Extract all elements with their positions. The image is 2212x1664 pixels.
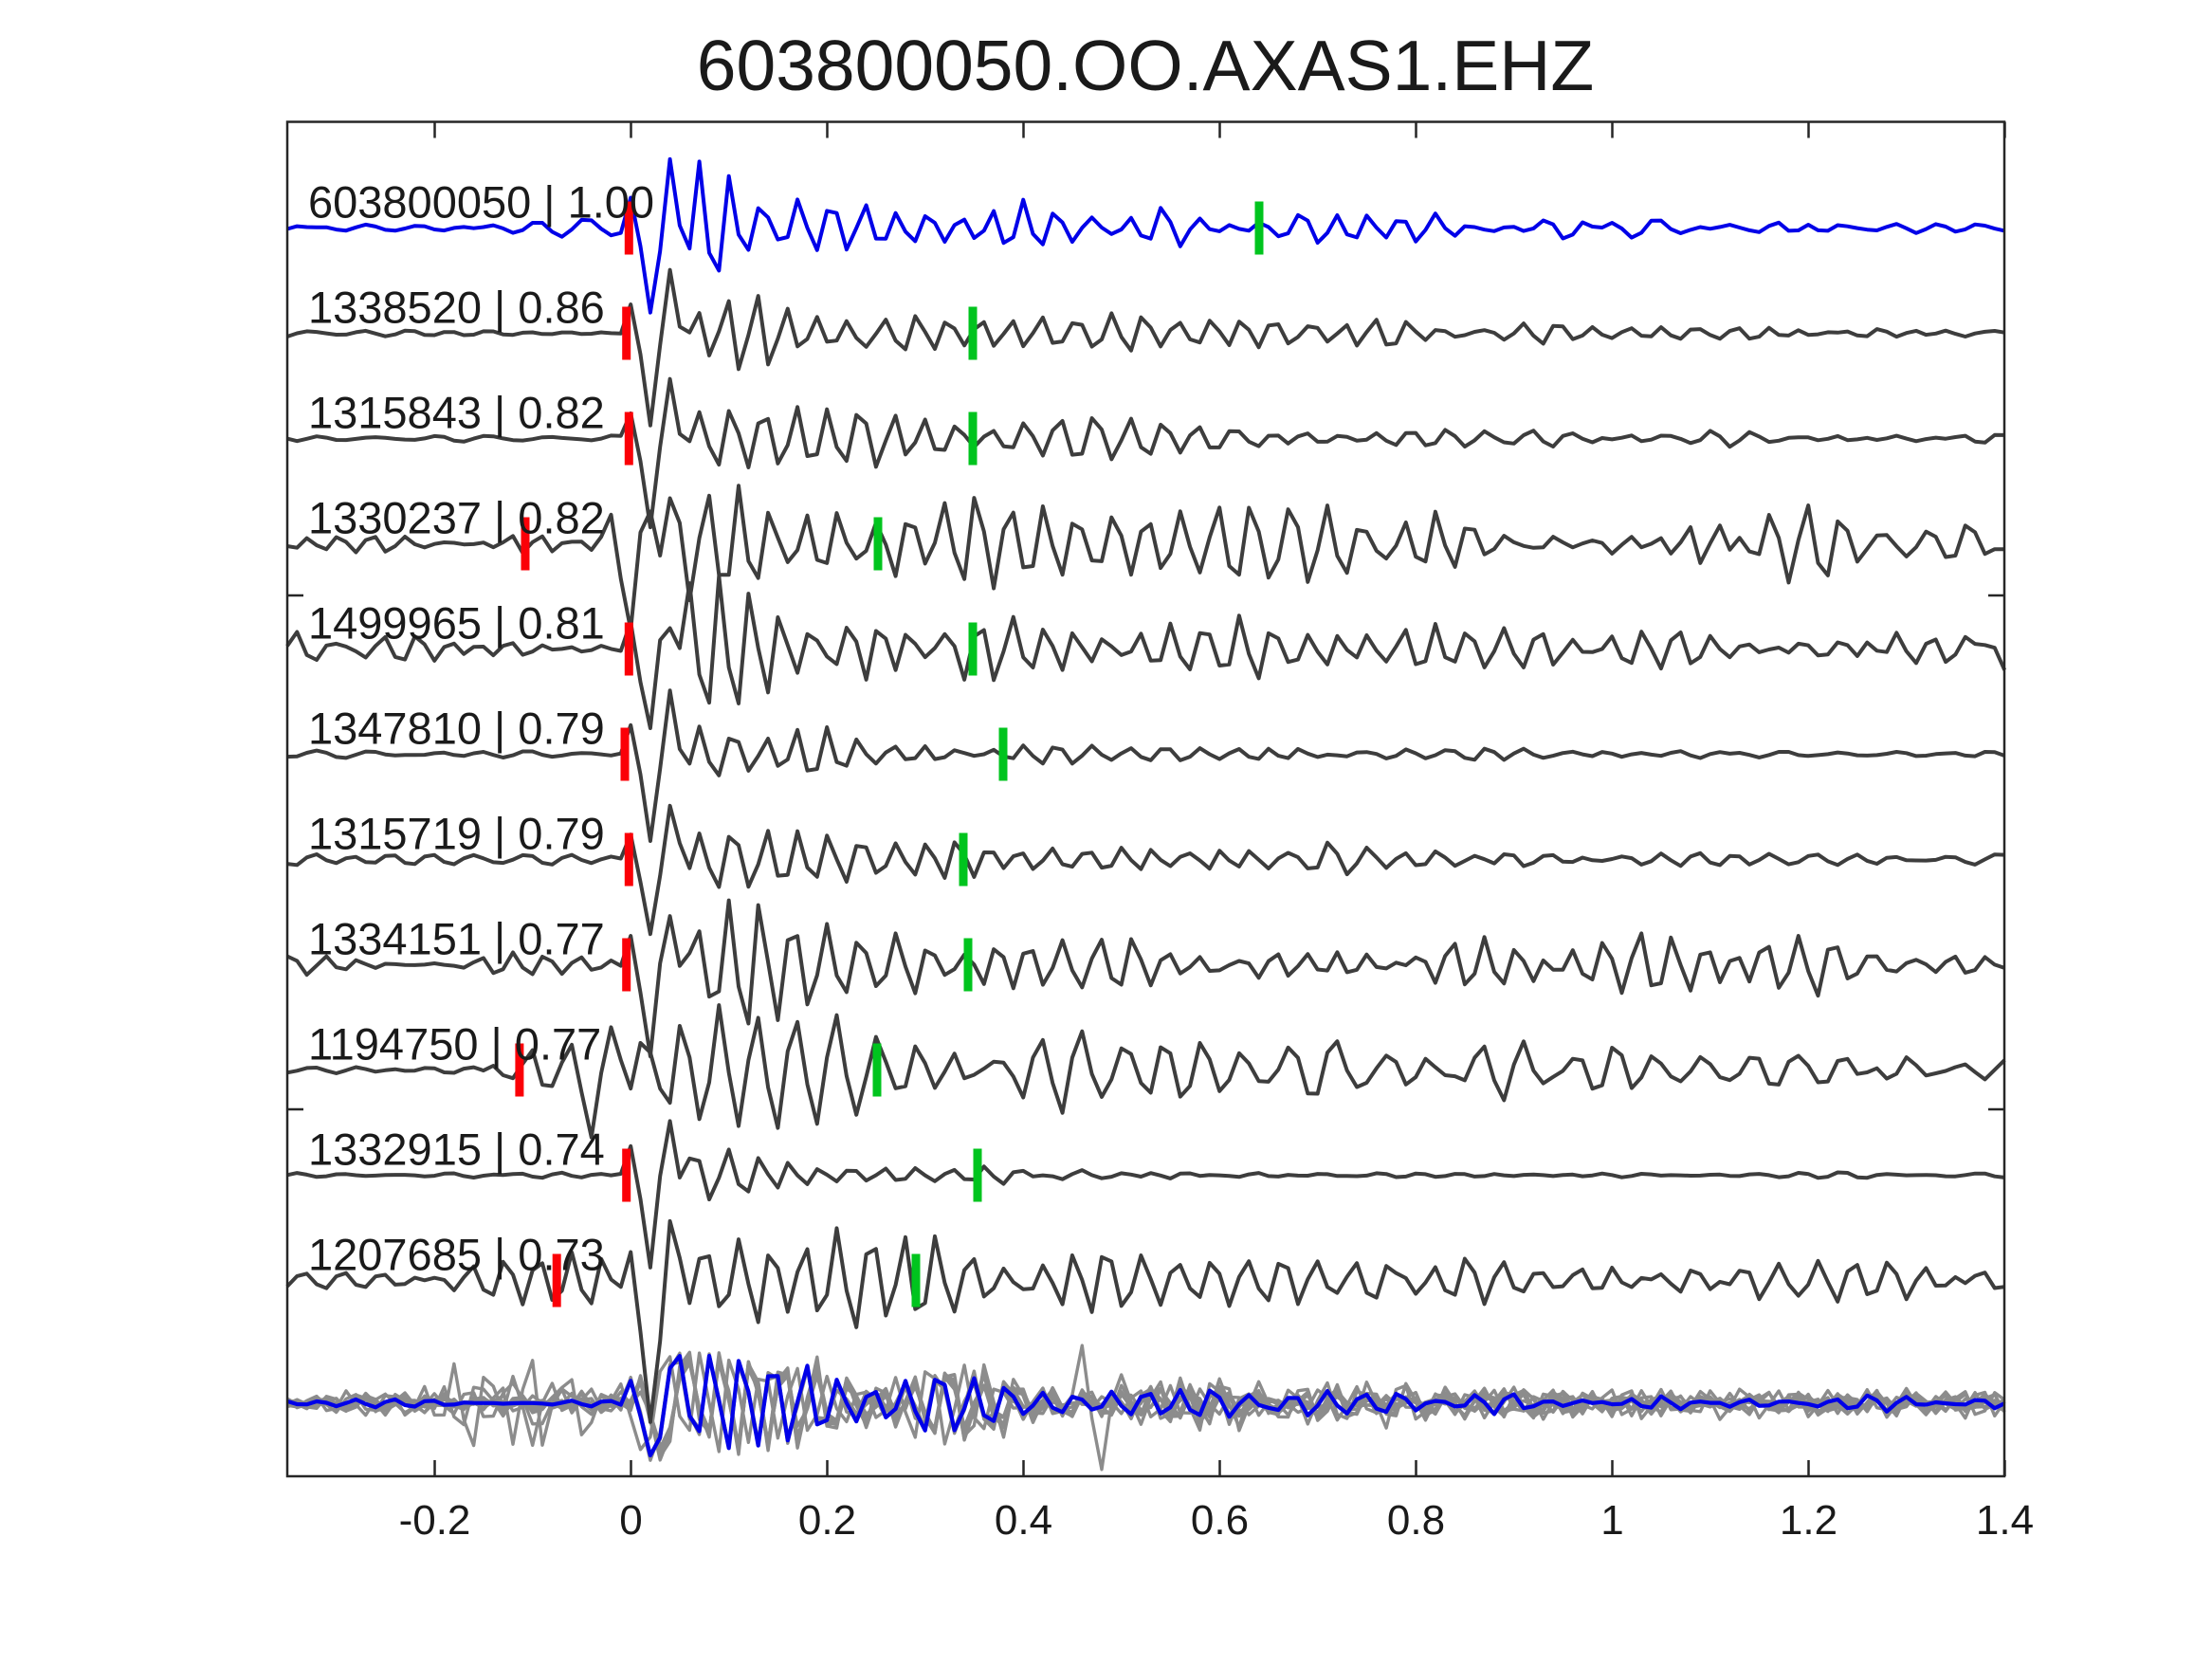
svg-text:0.4: 0.4 xyxy=(995,1497,1052,1544)
svg-text:1207685 | 0.73: 1207685 | 0.73 xyxy=(308,1230,605,1280)
svg-text:-0.2: -0.2 xyxy=(399,1497,471,1544)
svg-text:0: 0 xyxy=(619,1497,642,1544)
svg-text:1315719 | 0.79: 1315719 | 0.79 xyxy=(308,809,605,859)
svg-text:1315843 | 0.82: 1315843 | 0.82 xyxy=(308,388,605,438)
svg-text:0.8: 0.8 xyxy=(1387,1497,1445,1544)
svg-text:1.2: 1.2 xyxy=(1780,1497,1837,1544)
svg-text:0.2: 0.2 xyxy=(798,1497,856,1544)
svg-text:1338520 | 0.86: 1338520 | 0.86 xyxy=(308,283,605,333)
svg-text:0.6: 0.6 xyxy=(1191,1497,1249,1544)
svg-text:603800050 | 1.00: 603800050 | 1.00 xyxy=(308,177,654,228)
svg-text:1334151 | 0.77: 1334151 | 0.77 xyxy=(308,914,605,964)
svg-text:1330237 | 0.82: 1330237 | 0.82 xyxy=(308,493,605,543)
svg-text:1.4: 1.4 xyxy=(1976,1497,2034,1544)
svg-text:1499965 | 0.81: 1499965 | 0.81 xyxy=(308,598,605,649)
svg-text:1347810 | 0.79: 1347810 | 0.79 xyxy=(308,704,605,754)
svg-text:1: 1 xyxy=(1600,1497,1623,1544)
svg-text:603800050.OO.AXAS1.EHZ: 603800050.OO.AXAS1.EHZ xyxy=(697,26,1594,105)
svg-text:1194750 | 0.77: 1194750 | 0.77 xyxy=(308,1019,601,1070)
svg-text:1332915 | 0.74: 1332915 | 0.74 xyxy=(308,1125,605,1175)
